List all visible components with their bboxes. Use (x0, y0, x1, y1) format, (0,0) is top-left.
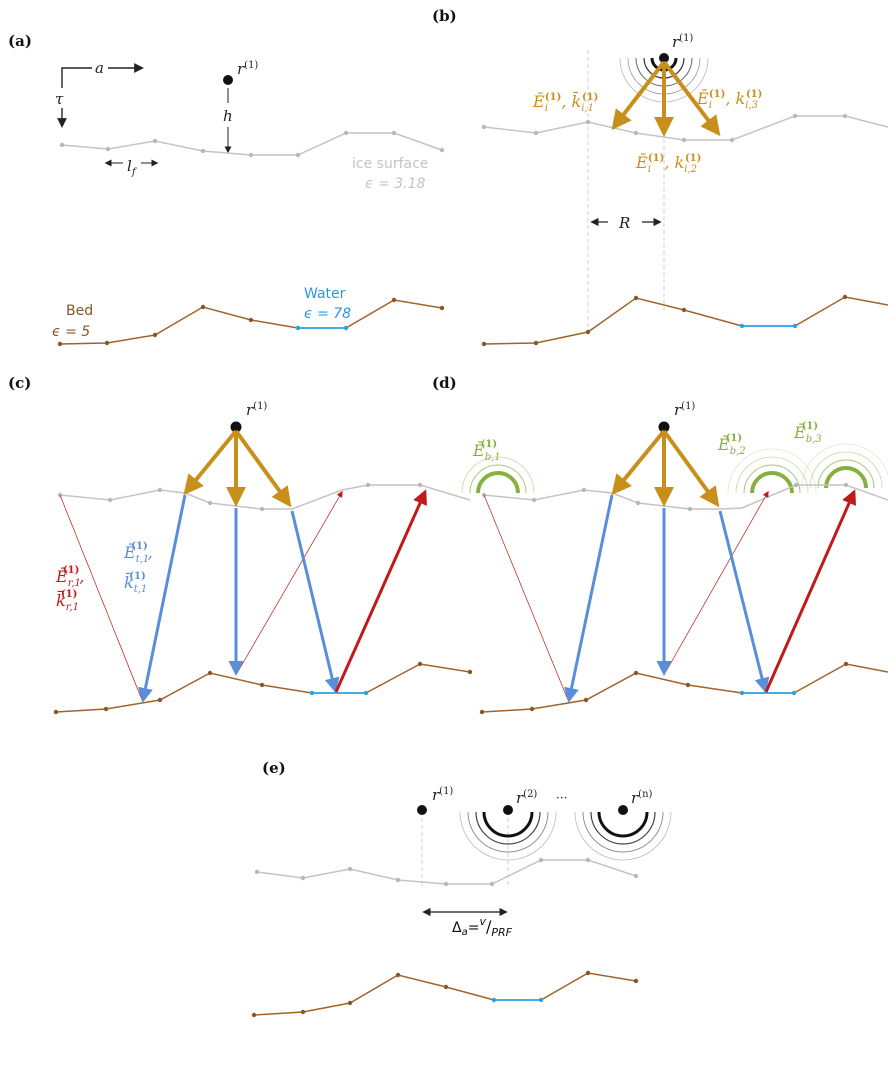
receiver-n-dot (618, 805, 628, 815)
panel-c: (c) r(1) Ēr,1(1), k̄r,1(1) Ēt,1(1), (8, 374, 473, 715)
svg-text:r(1): r(1) (672, 33, 693, 51)
incident-arrow-3 (662, 60, 721, 137)
panel-e: (e) r(1) r(2) ··· r(n) (251, 759, 672, 1018)
lf-label: l (127, 157, 132, 175)
label-k-r1: k̄r,1(1) (56, 589, 79, 613)
ice-surface-nodes (59, 130, 445, 158)
delta-label: Δa=v/PRF (452, 915, 513, 939)
receiver-dot (659, 53, 669, 63)
label-e-i1: rĒi(1), k̄i,1(1) (532, 90, 598, 114)
incident-arrow-1 (611, 60, 666, 131)
svg-text:lf: lf (127, 157, 138, 178)
receiver-dot (658, 421, 670, 433)
receiver-2-wavefronts (459, 811, 557, 861)
svg-text:r(1): r(1) (237, 60, 258, 78)
panel-a-label: (a) (8, 32, 32, 50)
panel-b: (b) r(1) rĒi(1), k̄i,1(1) Ēi(1), ki,3(1)… (432, 7, 888, 347)
receiver-2-label: r (516, 789, 524, 807)
ellipsis: ··· (556, 791, 567, 805)
lf-sub: f (131, 167, 138, 178)
svg-text:r(n): r(n) (631, 789, 653, 807)
panel-a: (a) a τ r(1) h lf ice surface ϵ = 3.18 B… (8, 32, 445, 347)
label-e-b2: Ēb,2(1) (717, 433, 746, 457)
receiver-label: r (674, 401, 682, 419)
bed-line-right (345, 299, 443, 329)
receiver-n-label: r (631, 789, 639, 807)
water-name: Water (304, 286, 346, 302)
label-e-i2: Ēi(1), ki,2(1) (635, 152, 701, 175)
receiver-dot (230, 421, 242, 433)
receiver-2-dot (503, 805, 513, 815)
bed-line (481, 672, 743, 713)
ice-surface-line (483, 484, 888, 510)
ice-surface-eps: ϵ = 3.18 (365, 176, 426, 192)
label-e-b3: Ēb,3(1) (793, 421, 822, 445)
bed-line (253, 974, 495, 1016)
svg-text:r(2): r(2) (516, 789, 537, 807)
label-k-t1: k̄t,1(1) (124, 571, 147, 595)
receiver-sup: (1) (253, 401, 267, 412)
bed-name: Bed (66, 303, 93, 319)
h-label: h (223, 107, 233, 125)
panel-c-label: (c) (8, 374, 31, 392)
ice-surface-line (256, 859, 637, 885)
reflected-arrow-main (764, 489, 857, 693)
transmitted-arrow-3 (290, 510, 340, 693)
label-e-t1: Ēt,1(1), (123, 541, 153, 565)
incident-arrow-1 (183, 429, 238, 496)
bed-nodes (57, 297, 445, 347)
receiver-1-label: r (432, 786, 440, 804)
incident-arrow-3 (662, 429, 720, 508)
reflected-thin-mid (235, 490, 343, 676)
r-distance-label: R (618, 214, 630, 232)
ice-surface-line (59, 484, 471, 510)
bed-line (483, 297, 743, 345)
receiver-label: r (672, 33, 680, 51)
backscatter-waves (461, 443, 888, 494)
label-e-b1: Ēb,1(1) (472, 439, 501, 463)
receiver-sup: (1) (244, 60, 258, 71)
panel-e-label: (e) (262, 759, 286, 777)
receiver-dot (223, 75, 233, 85)
panel-d: (d) r(1) (432, 374, 888, 715)
panel-d-label: (d) (432, 374, 457, 392)
transmitted-arrow-1 (138, 494, 187, 703)
reflected-thin-left (59, 494, 143, 701)
tau-axis-label: τ (55, 90, 64, 108)
ice-surface-line (61, 132, 443, 156)
panel-b-label: (b) (432, 7, 457, 25)
label-e-i3: Ēi(1), ki,3(1) (696, 88, 762, 111)
receiver-sup: (1) (679, 33, 693, 44)
reflected-arrow-main (334, 489, 427, 693)
receiver-sup: (1) (681, 401, 695, 412)
receiver-1-dot (417, 805, 427, 815)
label-e-r1: Ēr,1(1), (55, 565, 84, 589)
receiver-n-wavefronts (574, 811, 672, 861)
bed-line (59, 306, 299, 345)
receiver-label: r (237, 60, 245, 78)
svg-text:r(1): r(1) (246, 401, 267, 419)
ice-surface-line (483, 115, 888, 141)
bed-eps: ϵ = 5 (52, 324, 90, 340)
incident-arrow-3 (234, 429, 292, 508)
a-axis-label: a (95, 59, 104, 77)
svg-text:r(1): r(1) (432, 786, 453, 804)
axis-corner (61, 67, 92, 88)
bed-line (55, 672, 313, 713)
incident-arrow-1 (611, 429, 666, 496)
receiver-label: r (246, 401, 254, 419)
svg-text:r(1): r(1) (674, 401, 695, 419)
ice-surface-name: ice surface (352, 156, 428, 172)
water-eps: ϵ = 78 (304, 306, 351, 322)
